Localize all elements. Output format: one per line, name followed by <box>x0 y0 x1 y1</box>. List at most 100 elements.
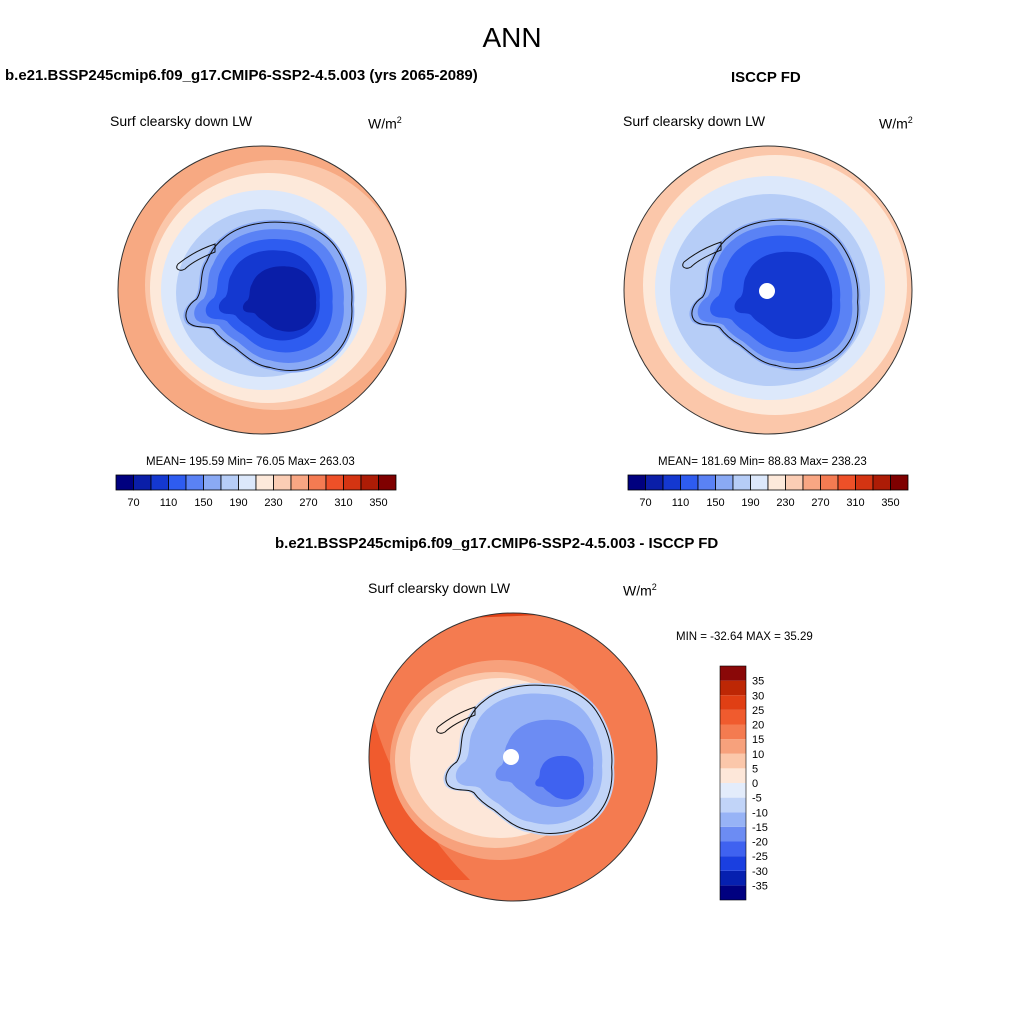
panel-2-colorbar-tick-label: 190 <box>741 497 759 509</box>
panel-2-stats: MEAN= 181.69 Min= 88.83 Max= 238.23 <box>658 456 867 468</box>
panel-1-colorbar-box <box>115 474 134 491</box>
panel-1-colorbar-box <box>238 474 257 491</box>
panel-3-colorbar-tick-label: 20 <box>752 720 764 732</box>
panel-1-colorbar: 70 110 150 190 230 270 310 350 <box>115 474 397 509</box>
panel-3-colorbar-tick-label: -25 <box>752 851 768 863</box>
panel-2-colorbar-tick-label: 310 <box>846 497 864 509</box>
panel-3-colorbar-box <box>720 826 746 842</box>
panel-3-colorbar-tick-label: 35 <box>752 676 764 688</box>
panel-3-colorbar-box <box>720 695 746 710</box>
panel-1-colorbar-tick-label: 350 <box>369 497 387 509</box>
panel-3-colorbar-tick-label: 15 <box>752 734 764 746</box>
panel-2-colorbar-box <box>750 474 769 491</box>
panel-2-colorbar-tick-label: 110 <box>672 497 690 509</box>
panel-3-map <box>369 613 657 901</box>
panel-2-colorbar-box <box>645 474 664 491</box>
panel-1-colorbar-box <box>168 474 187 491</box>
panel-3-title: b.e21.BSSP245cmip6.f09_g17.CMIP6-SSP2-4.… <box>275 535 719 552</box>
panel-1-colorbar-box <box>378 474 397 491</box>
panel-1-map-border <box>117 145 407 435</box>
panel-1-colorbar-tick-label: 310 <box>334 497 352 509</box>
panel-3-colorbar-tick-label: -5 <box>752 793 762 805</box>
panel-2-colorbar-box <box>767 474 786 491</box>
panel-3-map-border <box>368 612 658 902</box>
panel-3-colorbar-tick-label: -10 <box>752 807 768 819</box>
panel-1-colorbar-box <box>290 474 309 491</box>
panel-1-units: W/m2 <box>368 115 402 132</box>
panel-3-colorbar: 35 30 25 20 15 10 5 0 -5 -10 -15 -20 -25 -30 -35 <box>719 665 768 901</box>
panel-1-colorbar-tick-label: 270 <box>299 497 317 509</box>
panel-2-variable-label: Surf clearsky down LW <box>623 113 766 129</box>
panel-3-colorbar-box <box>720 797 746 813</box>
panel-1-colorbar-box <box>255 474 274 491</box>
panel-1-title: b.e21.BSSP245cmip6.f09_g17.CMIP6-SSP2-4.… <box>5 67 478 84</box>
panel-2-colorbar-box <box>890 474 909 491</box>
panel-1-colorbar-tick-label: 110 <box>160 497 178 509</box>
panel-2-colorbar-box <box>697 474 716 491</box>
panel-2-colorbar-box <box>855 474 874 491</box>
panel-3-stats: MIN = -32.64 MAX = 35.29 <box>676 631 813 643</box>
panel-3-colorbar-box <box>720 812 746 827</box>
panel-1-colorbar-tick-label: 70 <box>127 497 139 509</box>
panel-2-title: ISCCP FD <box>731 69 801 86</box>
panel-1-stats: MEAN= 195.59 Min= 76.05 Max= 263.03 <box>146 456 355 468</box>
panel-1-colorbar-tick-label: 150 <box>194 497 212 509</box>
panel-3-colorbar-box <box>720 680 746 696</box>
panel-2-colorbar-tick-label: 350 <box>881 497 899 509</box>
panel-3-colorbar-box <box>720 753 746 769</box>
panel-3-variable-label: Surf clearsky down LW <box>368 580 511 596</box>
panel-3-units: W/m2 <box>623 582 657 599</box>
panel-1-colorbar-box <box>325 474 344 491</box>
panel-3-colorbar-tick-label: 0 <box>752 778 758 790</box>
panel-2-colorbar-box <box>627 474 646 491</box>
panel-3-colorbar-tick-label: 30 <box>752 690 764 702</box>
panel-3-colorbar-box <box>720 856 746 871</box>
panel-2-map-border <box>623 145 913 435</box>
panel-3-colorbar-tick-label: 25 <box>752 705 764 717</box>
panel-1-colorbar-box <box>220 474 239 491</box>
panel-2-colorbar-tick-label: 230 <box>776 497 794 509</box>
panel-2-colorbar-box <box>837 474 856 491</box>
panel-3-colorbar-frame <box>719 665 747 901</box>
panel-3-colorbar-tick-label: 10 <box>752 749 764 761</box>
panel-2-colorbar-box <box>802 474 821 491</box>
panel-3-colorbar-box <box>720 870 746 886</box>
panel-1-colorbar-box <box>273 474 292 491</box>
panel-2-colorbar-box <box>680 474 699 491</box>
panel-1-colorbar-tick-label: 230 <box>264 497 282 509</box>
panel-1-colorbar-box <box>203 474 222 491</box>
panel-3-colorbar-box <box>720 783 746 798</box>
panel-3-colorbar-box <box>720 724 746 740</box>
panel-1-colorbar-box <box>343 474 362 491</box>
panel-1-colorbar-box <box>360 474 379 491</box>
panel-1-colorbar-box <box>308 474 327 491</box>
panel-2-colorbar-tick-label: 70 <box>639 497 651 509</box>
panel-2-map <box>624 146 912 434</box>
panel-2-colorbar-box <box>820 474 839 491</box>
panel-3-colorbar-box <box>720 841 746 857</box>
panel-3-colorbar-box <box>720 739 746 754</box>
panel-1-map <box>118 146 406 434</box>
panel-2-colorbar: 70 110 150 190 230 270 310 350 <box>627 474 909 509</box>
figure-title: ANN <box>482 22 542 53</box>
panel-1-colorbar-box <box>150 474 169 491</box>
panel-1-colorbar-tick-label: 190 <box>229 497 247 509</box>
panel-2-units: W/m2 <box>879 115 913 132</box>
panel-3-colorbar-box <box>720 885 746 900</box>
panel-3-colorbar-tick-label: -35 <box>752 880 768 892</box>
panel-3-colorbar-tick-label: 5 <box>752 763 758 775</box>
panel-1-colorbar-box <box>185 474 204 491</box>
panel-3-colorbar-box <box>720 709 746 725</box>
panel-1-variable-label: Surf clearsky down LW <box>110 113 253 129</box>
panel-2-colorbar-tick-label: 150 <box>706 497 724 509</box>
panel-3-colorbar-tick-label: -15 <box>752 822 768 834</box>
panel-3-colorbar-tick-label: -30 <box>752 866 768 878</box>
panel-2-colorbar-box <box>785 474 804 491</box>
panel-3-colorbar-box <box>720 666 746 681</box>
panel-2-colorbar-box <box>732 474 751 491</box>
panel-2-colorbar-box <box>715 474 734 491</box>
panel-3-colorbar-box <box>720 768 746 783</box>
panel-2-colorbar-box <box>872 474 891 491</box>
panel-3-colorbar-tick-label: -20 <box>752 837 768 849</box>
